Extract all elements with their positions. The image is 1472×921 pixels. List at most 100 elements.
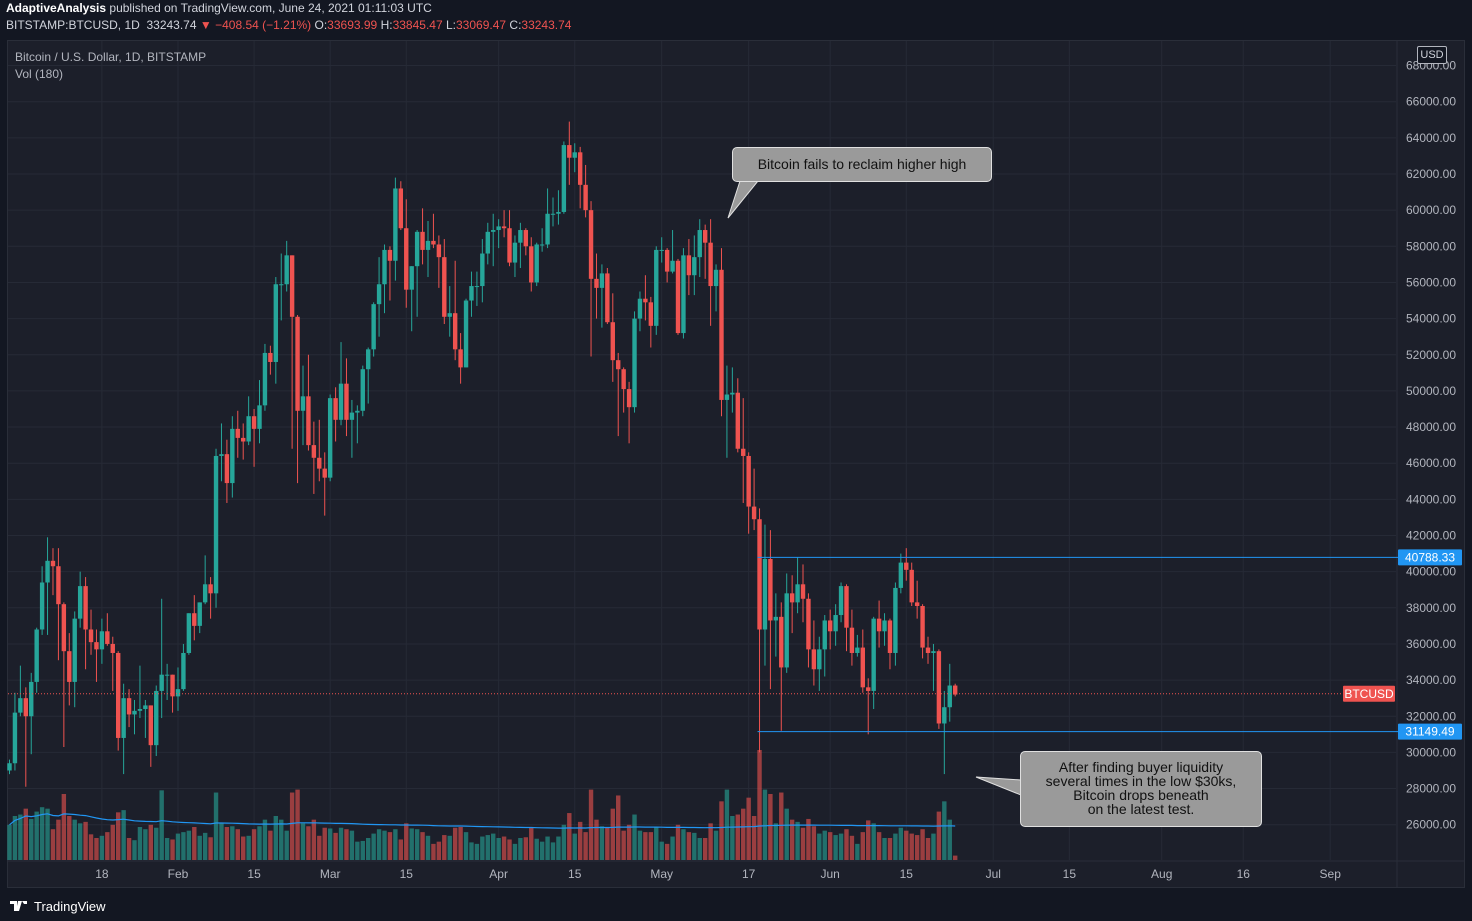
- candle-body: [550, 213, 556, 215]
- volume-bar: [241, 836, 246, 860]
- volume-bar: [257, 826, 262, 860]
- volume-bar: [463, 832, 469, 860]
- volume-bar: [947, 819, 952, 860]
- volume-bar: [904, 830, 909, 860]
- candle: [300, 365, 306, 446]
- volume-bar: [387, 832, 393, 860]
- candle: [670, 230, 675, 274]
- candle: [773, 593, 779, 657]
- volume-bar: [7, 824, 12, 860]
- candle: [659, 237, 664, 263]
- candle-body: [284, 255, 289, 285]
- candle-body: [224, 454, 230, 484]
- volume-bar: [708, 823, 713, 860]
- candle: [860, 629, 865, 693]
- candle-body: [121, 698, 126, 738]
- candle: [746, 452, 751, 534]
- candle-body: [219, 454, 224, 456]
- candle-body: [632, 318, 637, 408]
- candle-body: [768, 558, 773, 621]
- candle-body: [311, 445, 317, 458]
- candle-body: [262, 352, 268, 406]
- candle-body: [817, 649, 822, 670]
- candle-body: [501, 226, 507, 229]
- volume-bar: [491, 833, 496, 860]
- candle: [779, 602, 784, 731]
- candle: [393, 177, 398, 281]
- candle-body: [170, 674, 175, 697]
- candle-body: [518, 230, 523, 243]
- candle-body: [338, 383, 344, 420]
- candle: [800, 564, 806, 623]
- volume-bar: [534, 838, 539, 860]
- candle-body: [920, 605, 925, 648]
- callout-pointer-bottom: [975, 776, 1022, 796]
- candle: [648, 296, 654, 348]
- candle-body: [539, 244, 545, 246]
- candle: [702, 224, 708, 279]
- candle: [284, 240, 289, 292]
- volume-bar: [757, 750, 762, 860]
- candle: [235, 410, 240, 458]
- candle-body: [811, 649, 817, 670]
- time-tick-label: Jun: [821, 867, 840, 881]
- candle-body: [952, 685, 958, 695]
- candle-body: [914, 602, 920, 606]
- candle: [675, 258, 681, 335]
- candle-body: [436, 244, 442, 258]
- candle: [654, 246, 659, 335]
- volume-bar: [94, 838, 99, 860]
- volume-bar: [382, 830, 387, 860]
- tradingview-logo-icon[interactable]: [10, 899, 28, 913]
- candle: [175, 667, 181, 711]
- candle-body: [702, 230, 708, 243]
- volume-indicator-label[interactable]: Vol (180): [15, 67, 64, 81]
- candle-body: [202, 584, 208, 603]
- volume-bar: [811, 826, 817, 860]
- candle: [181, 643, 186, 691]
- candle-body: [143, 705, 148, 710]
- last-price: 33243.74: [146, 18, 197, 32]
- callout-line: several times in the low $30ks,: [1045, 773, 1237, 789]
- candle-body: [192, 613, 197, 626]
- candle-body: [322, 468, 327, 478]
- volume-bar: [882, 838, 887, 860]
- candle-body: [99, 631, 105, 650]
- currency-button[interactable]: USD: [1417, 46, 1447, 64]
- volume-bar: [23, 808, 29, 860]
- time-tick-label: Feb: [168, 867, 189, 881]
- price-tick-label: 62000.00: [1406, 167, 1456, 181]
- candle-body: [512, 242, 518, 263]
- candle-body: [159, 674, 164, 691]
- candle: [730, 367, 735, 413]
- candle-body: [751, 506, 757, 520]
- volume-bar: [474, 843, 480, 860]
- candle-body: [637, 298, 643, 319]
- candle-body: [61, 604, 67, 652]
- candle-body: [295, 316, 300, 411]
- publisher-line: AdaptiveAnalysis published on TradingVie…: [6, 1, 432, 15]
- candle: [192, 595, 197, 641]
- candle: [143, 699, 148, 738]
- tradingview-brand[interactable]: TradingView: [34, 899, 106, 914]
- candle: [936, 649, 942, 729]
- volume-bar: [936, 811, 942, 860]
- candle: [876, 600, 882, 648]
- candle-body: [186, 613, 192, 653]
- price-tick-label: 52000.00: [1406, 348, 1456, 362]
- candle: [409, 266, 414, 332]
- volume-bar: [567, 813, 572, 860]
- open-label: O:: [314, 18, 328, 32]
- candle: [914, 580, 920, 619]
- volume-bar: [279, 819, 284, 860]
- candle: [882, 613, 887, 646]
- candle: [893, 582, 898, 666]
- publisher-name[interactable]: AdaptiveAnalysis: [6, 1, 107, 15]
- volume-bar: [56, 819, 61, 860]
- candle: [224, 439, 230, 503]
- volume-bar: [702, 838, 708, 860]
- volume-ma-line: [9, 813, 956, 829]
- candle: [583, 164, 588, 218]
- candle-body: [860, 647, 865, 688]
